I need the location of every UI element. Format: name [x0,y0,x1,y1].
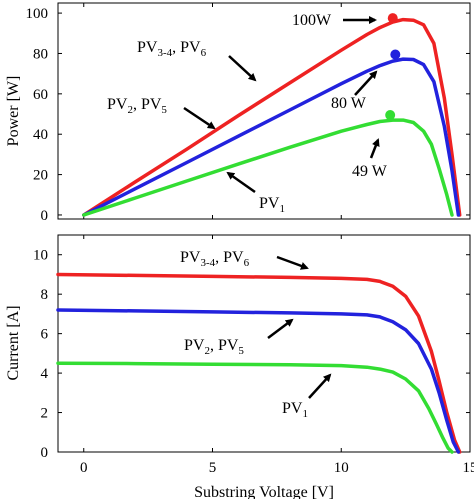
y-tick-label: 4 [41,366,49,382]
power-y-label: Power [W] [5,76,22,147]
series-line-pv1 [82,118,454,217]
arrow-pv1-current [308,373,332,399]
y-tick-label: 10 [33,248,48,264]
y-tick-label: 2 [41,406,49,422]
marker-label-80w: 80 W [331,95,367,112]
y-tick-label: 80 [33,46,48,62]
peak-marker [390,49,401,60]
y-tick-label: 0 [41,445,49,461]
current-plot-frame [57,234,471,453]
series-line-pv3-4-pv6 [56,272,462,454]
marker-label-100w: 100W [292,12,332,29]
series-line-pv1 [56,361,454,454]
current-y-label: Current [A] [5,305,22,380]
y-tick-label: 6 [41,327,49,343]
annotation-pv2-pv5-power: PV2, PV5 [107,96,167,116]
annotation-pv2-pv5-current: PV2, PV5 [184,337,244,357]
annotation-pv34-pv6-power: PV3-4, PV6 [137,39,207,59]
y-tick-label: 20 [33,168,48,184]
annotation-pv1-power: PV1 [259,195,285,215]
arrow-pv2-pv5-current [267,318,294,339]
peak-marker [385,110,396,121]
arrow-49w [369,138,380,159]
x-tick-label: 5 [209,460,217,476]
x-axis-label: Substring Voltage [V] [194,484,334,499]
y-tick-label: 60 [33,87,48,103]
x-tick-label: 0 [80,460,88,476]
arrow-80w [354,70,378,96]
marker-label-49w: 49 W [352,163,388,180]
current-panel: 0 2 4 6 8 10 0 5 10 15 Current [A] Substring Vol… [5,234,474,499]
series-line-pv2-pv5 [56,308,461,454]
y-tick-label: 0 [41,208,49,224]
arrow-pv2-pv5-power [183,106,216,130]
arrow-pv34-pv6-current [276,255,309,270]
y-tick-label: 40 [33,127,48,143]
series-line-pv3-4-pv6 [82,17,462,217]
y-tick-label: 100 [26,6,49,22]
annotation-pv1-current: PV1 [282,400,308,420]
series-line-pv2-pv5 [82,57,461,217]
arrow-pv1-power [226,171,256,194]
power-plot-frame [57,2,471,220]
power-panel: 0 20 40 60 80 100 Power [W] 100W 80 W 49 W PV… [5,2,471,224]
peak-marker [387,13,398,24]
x-tick-label: 15 [463,460,474,476]
y-tick-label: 8 [41,287,49,303]
annotation-pv34-pv6-current: PV3-4, PV6 [180,249,250,269]
arrow-pv34-pv6-power [228,55,257,82]
x-tick-label: 10 [334,460,349,476]
